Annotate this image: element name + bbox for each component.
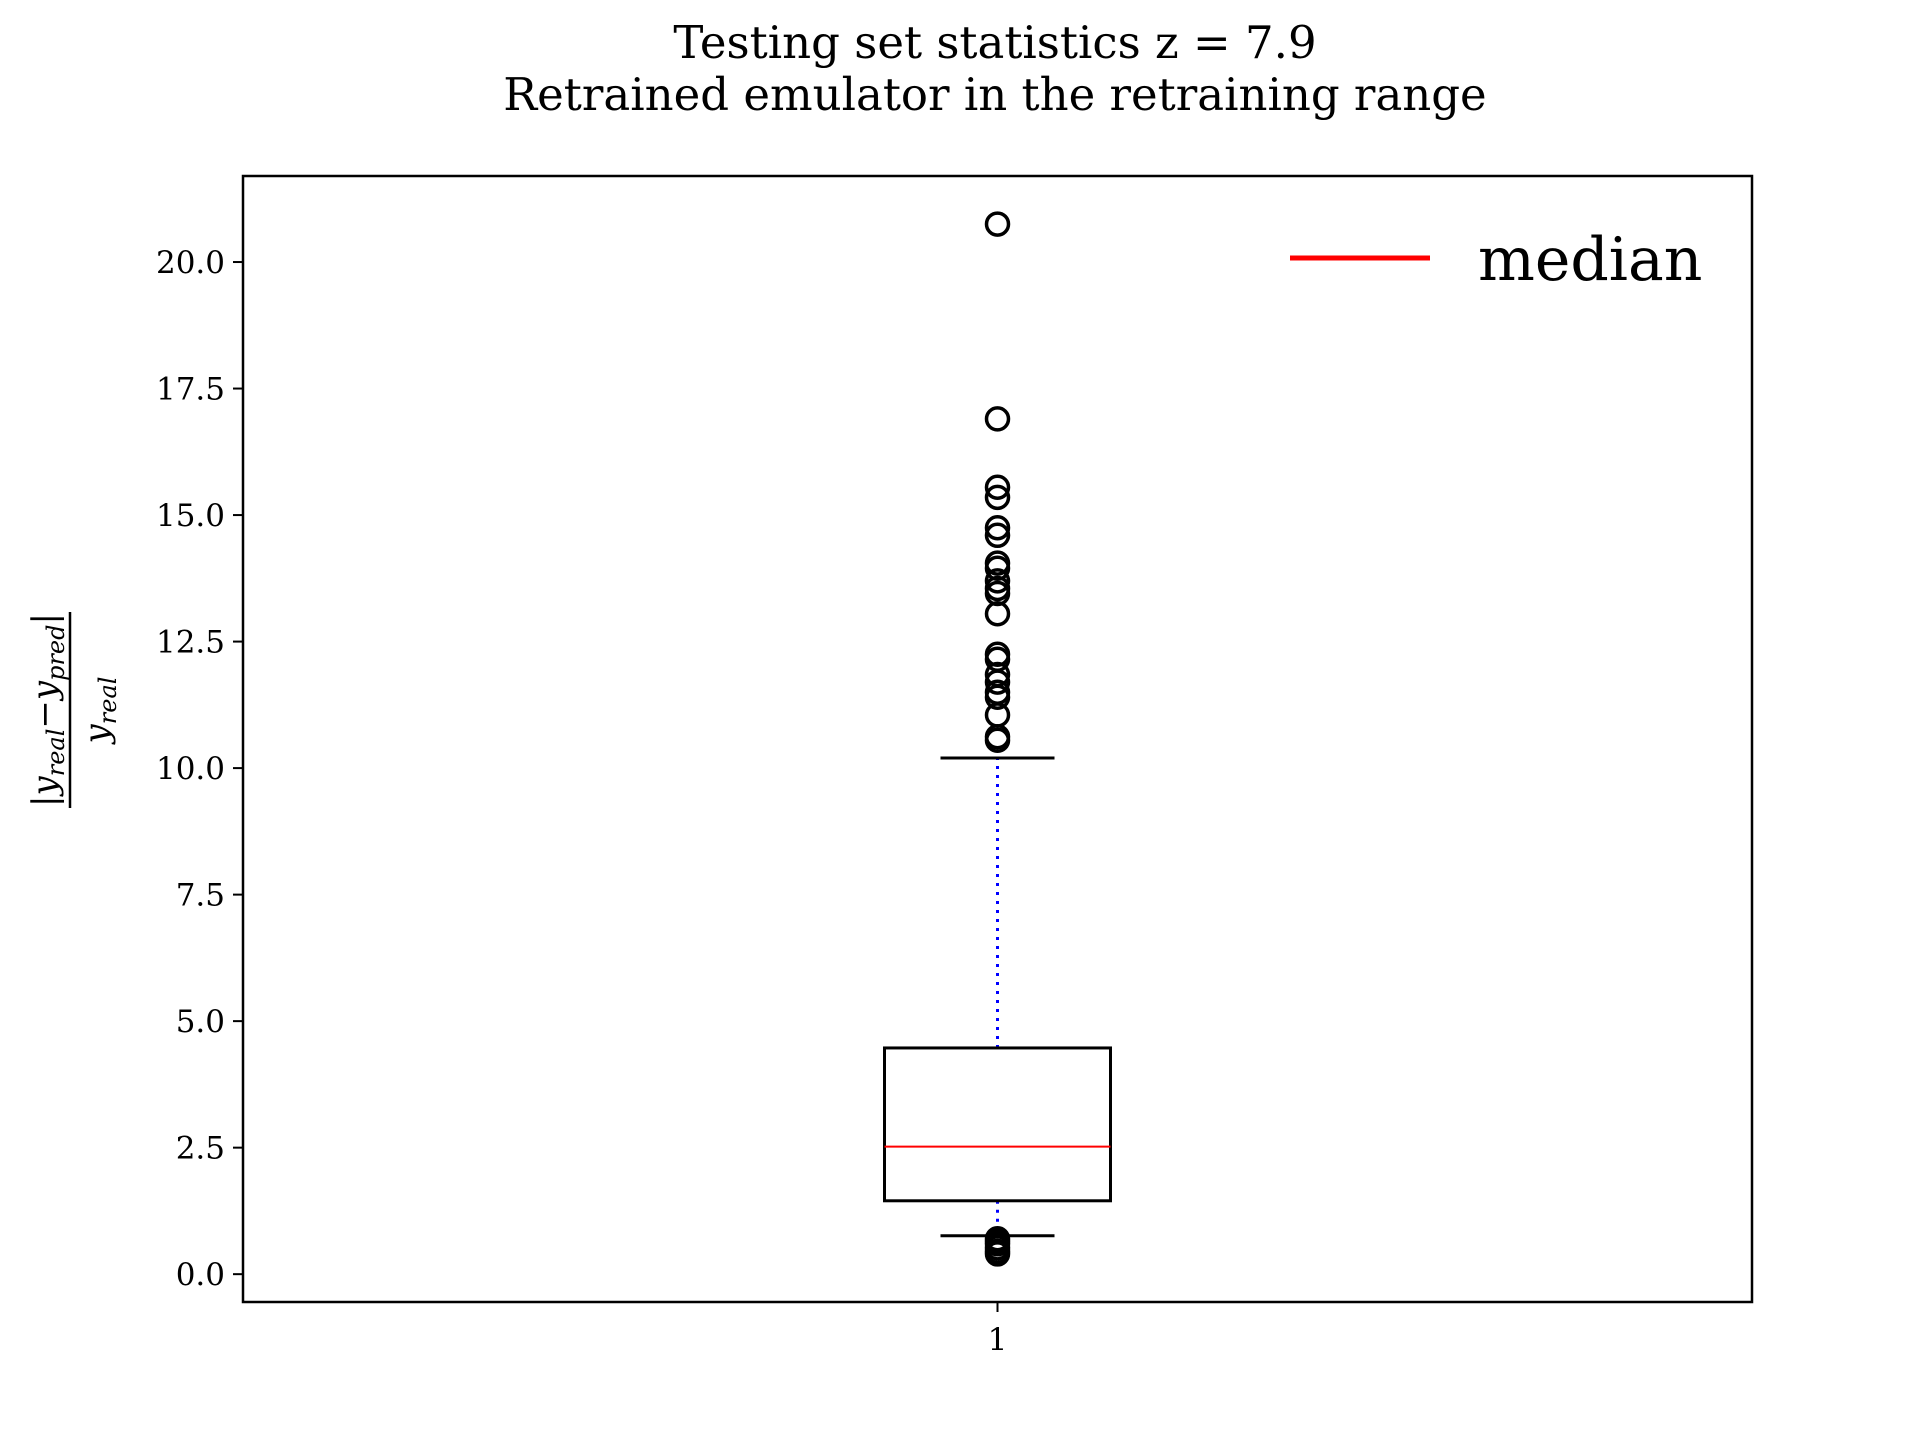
y-tick-label: 0.0 [176, 1257, 225, 1293]
ylabel-abs-close: | [25, 613, 65, 624]
y-tick-label: 17.5 [156, 372, 225, 408]
y-tick-label: 7.5 [176, 878, 225, 914]
ylabel-den: y [77, 723, 117, 745]
ylabel-minus: − [25, 700, 65, 729]
y-tick-label: 10.0 [156, 751, 225, 787]
outlier-point [984, 575, 1011, 602]
x-tick-label: 1 [988, 1322, 1008, 1358]
plot-frame [241, 174, 1754, 1304]
ylabel-num-left-sub: real [42, 729, 70, 777]
y-tick-label: 5.0 [176, 1004, 225, 1040]
outlier-point [984, 600, 1011, 627]
outlier-point [984, 646, 1011, 673]
outlier-point [984, 550, 1011, 576]
outlier-point [984, 522, 1011, 549]
plot-area: 0.0 2.5 5.0 7.5 10.0 12.5 15.0 17.5 20.0 1 [156, 174, 1754, 1358]
y-tick-label: 20.0 [156, 245, 225, 281]
outlier-point [984, 484, 1011, 511]
chart-title: Testing set statistics z = 7.9 [673, 16, 1316, 69]
legend: median [1290, 225, 1702, 295]
outlier-point [984, 211, 1011, 237]
ylabel-den-sub: real [94, 677, 122, 725]
outlier-point [984, 406, 1011, 432]
iqr-box [883, 1046, 1112, 1203]
y-axis-label: |yreal−ypred| yreal [25, 612, 122, 808]
chart-subtitle: Retrained emulator in the retraining ran… [503, 68, 1486, 121]
svg-text:yreal: yreal [77, 677, 122, 746]
legend-median-label: median [1478, 225, 1702, 295]
y-tick-label: 2.5 [176, 1131, 225, 1167]
outlier-point [984, 568, 1011, 594]
outlier-point [984, 514, 1011, 541]
ylabel-abs-open: | [25, 796, 65, 807]
y-tick-label: 12.5 [156, 625, 225, 661]
outlier-point [984, 1225, 1011, 1252]
outlier-point [984, 474, 1011, 500]
outlier-point [984, 679, 1011, 705]
ylabel-num-left: y [25, 776, 65, 798]
outlier-point [984, 641, 1011, 667]
outlier-point [984, 661, 1011, 688]
y-tick-label: 15.0 [156, 498, 225, 534]
ylabel-num-right: y [25, 680, 65, 702]
svg-text:|yreal−ypred|: |yreal−ypred| [25, 613, 70, 807]
ylabel-num-right-sub: pred [42, 624, 70, 680]
